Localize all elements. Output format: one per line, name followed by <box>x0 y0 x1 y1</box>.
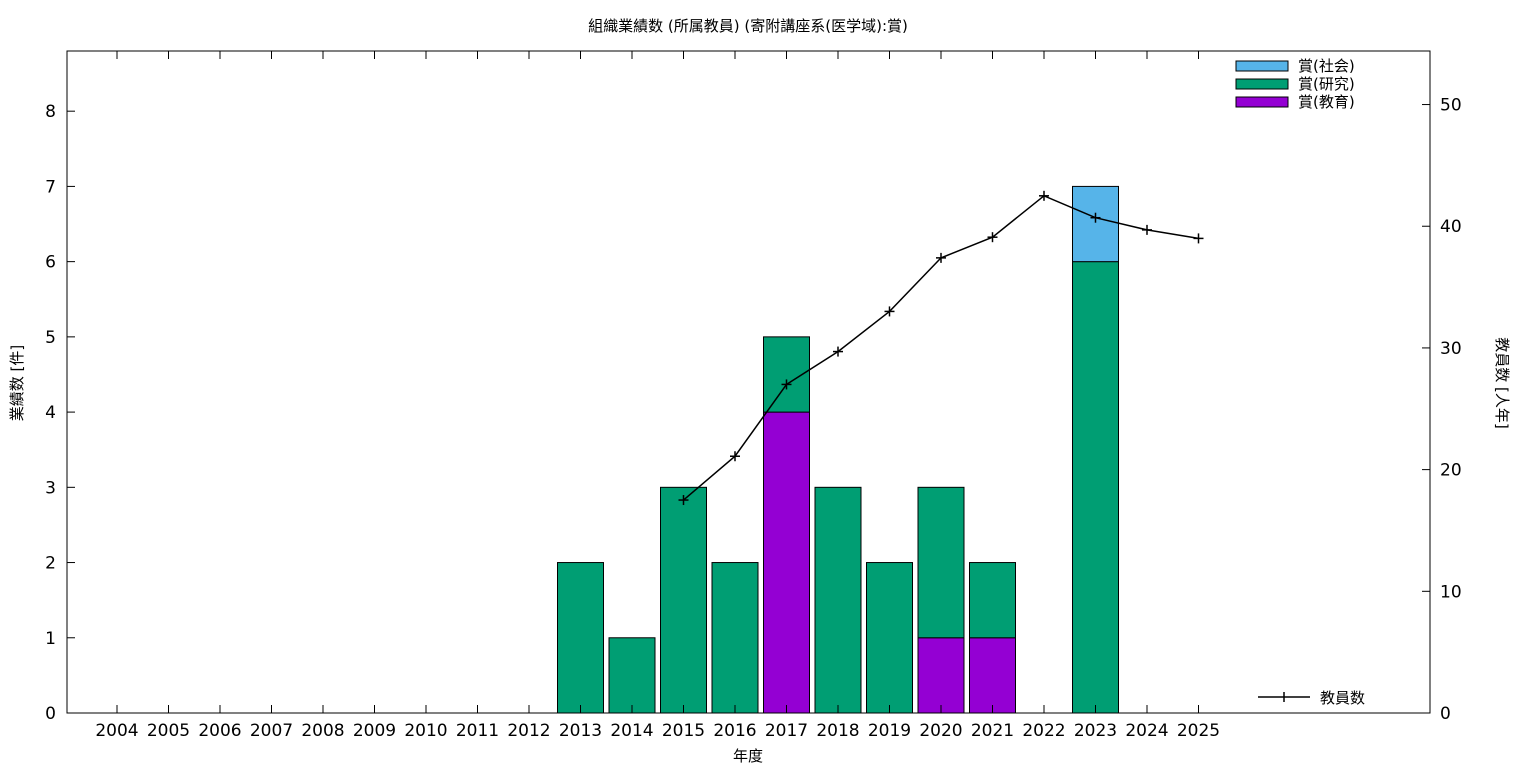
legend: 賞(社会)賞(研究)賞(教育) 教員数 <box>1235 57 1365 707</box>
axes-layer <box>66 50 1431 714</box>
x-tick-label: 2025 <box>1177 721 1220 741</box>
x-tick-label: 2021 <box>971 721 1014 741</box>
bars-layer <box>557 185 1119 714</box>
plot-frame <box>66 50 1431 714</box>
line-point-2018 <box>833 346 843 357</box>
y-tick-label: 8 <box>45 102 56 122</box>
y2-tick-label: 0 <box>1440 704 1451 724</box>
x-tick-label: 2022 <box>1022 721 1065 741</box>
x-tick-label: 2008 <box>301 721 344 741</box>
legend-label-1: 賞(研究) <box>1298 75 1355 93</box>
bar-2016-series-1 <box>711 562 759 714</box>
y-tick-label: 1 <box>45 629 56 649</box>
x-tick-label: 2012 <box>507 721 550 741</box>
y-tick-label: 0 <box>45 704 56 724</box>
line-point-2025 <box>1193 233 1204 244</box>
x-tick-label: 2006 <box>198 721 241 741</box>
bar-2019-series-1 <box>866 562 913 714</box>
x-tick-label: 2016 <box>713 721 756 741</box>
line-point-2020 <box>936 252 946 263</box>
y2-tick-label: 50 <box>1440 96 1462 116</box>
chart-title: 組織業績数 (所属教員) (寄附講座系(医学域):賞) <box>588 17 908 35</box>
x-tick-label: 2018 <box>816 721 859 741</box>
line-point-2016 <box>730 451 740 462</box>
x-tick-label: 2020 <box>919 721 962 741</box>
y-tick-label: 3 <box>45 478 56 498</box>
legend-line-label: 教員数 <box>1320 689 1365 707</box>
x-tick-label: 2013 <box>559 721 602 741</box>
line-point-2017 <box>781 379 792 390</box>
y-tick-label: 6 <box>45 253 56 273</box>
x-tick-label: 2010 <box>404 721 447 741</box>
bar-2018-series-1 <box>814 486 862 714</box>
bar-2020-series-1 <box>917 486 965 639</box>
legend-swatch-2 <box>1235 60 1289 72</box>
line-faculty-count <box>683 194 1199 501</box>
bar-2015-series-1 <box>660 486 707 714</box>
y2-tick-label: 20 <box>1440 461 1462 481</box>
bar-2021-series-0 <box>969 637 1016 714</box>
legend-swatch-0 <box>1235 96 1289 108</box>
bar-2023-series-2 <box>1072 185 1119 263</box>
legend-label-0: 賞(教育) <box>1298 93 1355 111</box>
y-tick-label: 2 <box>45 554 56 574</box>
line-point-2015 <box>678 495 689 506</box>
legend-label-2: 賞(社会) <box>1298 57 1355 75</box>
line-point-2022 <box>1039 190 1049 201</box>
x-tick-label: 2023 <box>1074 721 1117 741</box>
line-point-2024 <box>1142 224 1152 235</box>
bar-2017-series-0 <box>763 411 810 714</box>
x-tick-label: 2014 <box>610 721 653 741</box>
y-tick-label: 5 <box>45 328 56 348</box>
line-layer <box>678 190 1204 506</box>
x-tick-label: 2019 <box>868 721 911 741</box>
bar-2014-series-1 <box>608 637 656 714</box>
x-tick-label: 2004 <box>95 721 138 741</box>
x-tick-label: 2024 <box>1125 721 1168 741</box>
x-tick-label: 2009 <box>353 721 396 741</box>
line-point-2023 <box>1090 212 1101 223</box>
bar-2020-series-0 <box>917 637 965 714</box>
y2-tick-label: 40 <box>1440 217 1462 237</box>
y2-tick-label: 10 <box>1440 582 1462 602</box>
x-tick-label: 2017 <box>765 721 808 741</box>
bar-2023-series-1 <box>1072 261 1119 714</box>
y2-tick-label: 30 <box>1440 339 1462 359</box>
bar-2021-series-1 <box>969 562 1016 639</box>
line-point-2021 <box>987 232 998 243</box>
y-tick-label: 7 <box>45 177 56 197</box>
x-tick-label: 2005 <box>147 721 190 741</box>
x-tick-label: 2007 <box>250 721 293 741</box>
ticks-layer: 0 1 2 3 4 5 6 7 8 0 10 20 30 40 50 2004 2005 2006 2007 2008… <box>45 51 1462 741</box>
line-point-2019 <box>884 306 895 317</box>
y-tick-label: 4 <box>45 403 56 423</box>
bar-2013-series-1 <box>557 562 604 714</box>
x-axis-label: 年度 <box>733 747 763 765</box>
y2-axis-label: 教員数 [人年] <box>1493 337 1511 428</box>
y-axis-label: 業績数 [件] <box>8 345 26 421</box>
legend-line: 教員数 <box>1258 689 1365 707</box>
x-tick-label: 2015 <box>662 721 705 741</box>
x-tick-label: 2011 <box>456 721 499 741</box>
legend-swatch-1 <box>1235 78 1289 90</box>
